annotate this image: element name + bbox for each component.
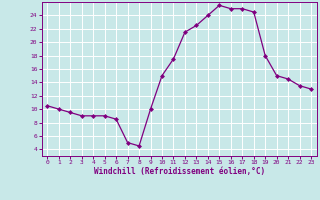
X-axis label: Windchill (Refroidissement éolien,°C): Windchill (Refroidissement éolien,°C) [94,167,265,176]
